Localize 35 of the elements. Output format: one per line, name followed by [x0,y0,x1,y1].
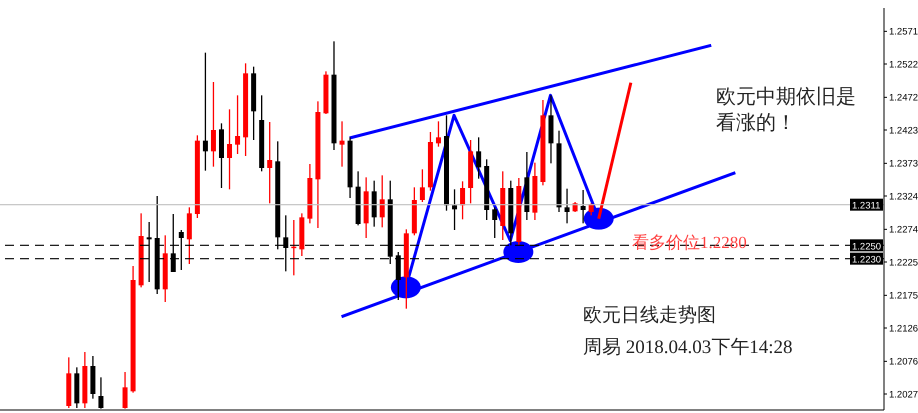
candlestick [564,188,570,224]
y-tick-label: 1.2225 [889,257,918,268]
y-tick-label: 1.2126 [889,323,918,334]
candlestick [267,121,272,204]
annotation: 周易 2018.04.03下午14:28 [583,336,794,360]
candlestick [340,120,345,168]
candlestick [420,168,425,203]
y-tick-label: 1.2175 [889,290,918,302]
ref-line-label: 1.2250 [852,241,882,252]
candlestick [452,188,458,231]
candlestick [202,52,208,172]
y-tick-label: 1.2324 [889,191,918,202]
y-tick-label: 1.2274 [889,224,918,236]
candlestick [580,189,586,224]
candlestick [227,108,232,190]
y-tick-label: 1.2076 [889,356,918,368]
candlestick [210,81,216,168]
candlestick [291,219,296,276]
y-tick-label: 1.2373 [889,158,918,170]
candlestick [436,120,441,148]
y-tick-label: 1.2522 [889,59,918,70]
candlestick [380,174,385,228]
candlestick [235,94,240,155]
y-tick-label: 1.2571 [889,26,918,38]
candlestick [460,180,466,220]
y-tick-label: 1.2423 [889,125,918,136]
annotation: 欧元中期依旧是看涨的！ [716,85,857,136]
candlestick [122,371,128,410]
candlestick [476,136,482,180]
ref-line-label: 1.2311 [852,200,880,212]
y-tick-label: 1.2027 [889,389,918,400]
annotation: 欧元日线走势图 [583,304,717,328]
ref-line-label: 1.2230 [852,254,882,266]
y-tick-label: 1.2472 [889,92,918,104]
candlestick [492,206,498,239]
